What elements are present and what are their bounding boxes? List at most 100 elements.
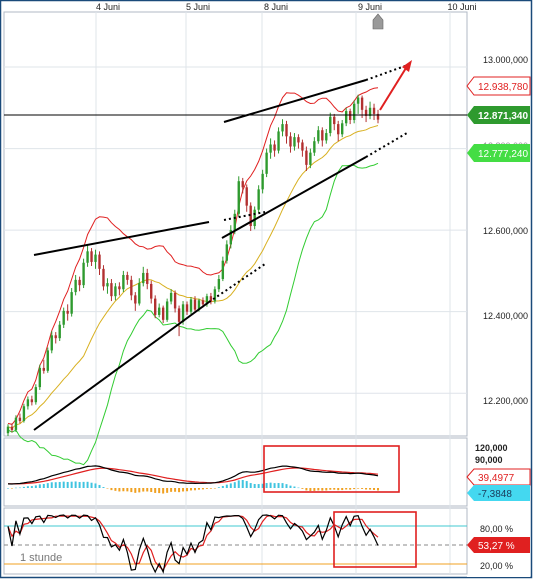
current-price-value: 12.871,340 [478,111,528,122]
candle-body [253,209,256,227]
macd-value: 39,4977 [478,473,515,484]
macd-highlight-box[interactable] [263,445,400,493]
bollinger-bands [7,87,379,466]
candle [54,332,57,344]
candle-body [34,387,38,403]
upper-channel-line[interactable] [33,221,210,256]
macd-histogram-bar [18,487,21,489]
macd-histogram-bar [313,488,316,491]
candle-body [257,189,260,210]
candle [34,384,38,405]
candle [134,292,137,311]
candle [281,119,284,137]
macd-histogram-bar [118,488,121,492]
candlestick-series [6,94,380,437]
macd-histogram-bar [178,488,181,493]
candle-body [241,181,244,188]
candle [46,347,49,373]
macd-histogram-bar [70,481,73,488]
candle [249,202,252,231]
mid-dotted-line[interactable] [223,211,266,221]
candle-body [277,131,280,151]
candle [364,105,368,123]
candle [356,94,360,114]
candle-body [237,181,240,214]
candle-body [233,213,236,231]
candle-body [372,107,376,114]
candle-body [261,173,264,190]
candle [257,185,260,213]
stoch-highlight-box[interactable] [333,511,417,568]
macd-histogram-bar [122,488,125,492]
candle-body [201,300,205,305]
session-marker-icon[interactable] [372,13,384,30]
candle-body [38,367,42,388]
macd-histogram-bar [221,485,224,488]
candle [126,271,129,285]
lower-channel-extension[interactable] [208,263,266,303]
macd-histogram-bar [94,483,97,488]
macd-histogram-bar [281,483,284,488]
lower-channel-line[interactable] [33,301,210,431]
candle-body [301,142,304,151]
candle-body [173,292,177,309]
candle-body [341,123,344,135]
candle-body [106,283,109,287]
candle [261,169,264,194]
macd-histogram-bar [110,488,113,491]
candle-body [368,107,372,116]
macd-histogram-bar [86,481,89,488]
wedge-upper-extension[interactable] [365,65,406,81]
macd-histogram-bar [309,488,312,491]
candle [18,413,22,424]
candle [325,128,328,144]
macd-histogram-bar [297,487,300,489]
macd-signal-line [8,467,379,485]
candle-body [110,283,113,297]
candle [102,265,105,291]
candle-body [10,426,14,430]
candle-body [305,150,308,165]
candle [14,415,18,432]
candle-body [289,136,292,147]
macd-histogram-bar [46,483,49,488]
candle-body [90,251,93,262]
candle-body [22,406,26,421]
macd-histogram-bar [126,488,129,492]
candle-body [181,304,185,322]
candle [213,286,217,304]
macd-histogram-bar [142,488,145,492]
macd-histogram-bar [269,482,272,488]
macd-histogram-bar [233,482,236,488]
candle [241,177,244,194]
candle-body [50,335,53,351]
candle [193,296,197,313]
candle [82,258,85,289]
candle [26,396,30,410]
candle-body [126,274,129,280]
macd-histogram-bar [98,484,101,488]
breakout-arrow-line[interactable] [379,67,407,111]
macd-histogram-bar [90,482,93,488]
candle-body [169,292,173,302]
macd-histogram-bar [158,488,161,494]
lower-band-marker: 12.777,240 [467,144,530,162]
macd-histogram-bar [261,483,264,488]
candle [289,132,292,153]
candle [309,148,312,169]
wedge-lower-line[interactable] [221,156,367,239]
candle-body [42,367,45,371]
candle-body [209,296,213,302]
candle-body [321,130,324,141]
lower-band-line [7,162,379,466]
candle [114,283,117,301]
macd-histogram-bar [170,488,173,492]
candle [98,251,101,275]
wedge-upper-line[interactable] [223,79,367,123]
candle-body [138,283,141,304]
candle [368,101,372,120]
candle-body [193,299,197,310]
candle-body [185,304,189,312]
stoch-k-line [7,514,379,574]
candle [157,303,161,318]
